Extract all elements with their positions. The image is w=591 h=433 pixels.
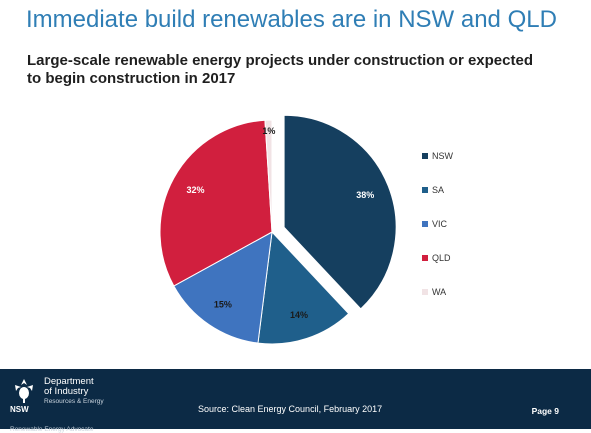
department-line-2: of Industry [44,386,89,397]
pie-slice-wa [264,119,273,233]
pie-slice-sa [257,230,350,345]
legend-label-vic: VIC [432,219,448,229]
pie-slice-nsw [283,114,397,310]
department-line-1: Department [44,376,94,387]
legend-label-qld: QLD [432,253,451,263]
footer-note: Renewable Energy Advocate [10,426,94,433]
waratah-icon [15,379,33,403]
legend-label-wa: WA [432,287,446,297]
legend-swatch-vic [422,221,428,227]
department-line-3: Resources & Energy [44,398,104,405]
nsw-logo-text: NSW [10,405,29,414]
chart-title: Large-scale renewable energy projects un… [27,52,533,87]
pie-slice-vic [173,231,273,344]
page-number: Page 9 [531,406,559,416]
data-label-sa: 14% [290,310,308,320]
footer-bar: Department of Industry Resources & Energ… [0,369,591,433]
pie-slice-qld [159,119,273,287]
legend-label-sa: SA [432,185,444,195]
legend-label-nsw: NSW [432,151,454,161]
data-label-wa: 1% [262,126,275,136]
data-label-vic: 15% [214,299,232,309]
nsw-government-logo: Department of Industry Resources & Energ… [10,377,130,433]
legend-swatch-wa [422,289,428,295]
legend-swatch-sa [422,187,428,193]
data-label-qld: 32% [186,185,204,195]
data-label-nsw: 38% [356,190,374,200]
pie-chart: 38% 14% 15% 32% 1% NSW SA VIC QLD WA [159,114,454,345]
department-name: Department of Industry Resources & Energ… [44,377,104,407]
source-note: Source: Clean Energy Council, February 2… [198,404,383,414]
legend-swatch-qld [422,255,428,261]
slide-title: Immediate build renewables are in NSW an… [26,6,557,33]
legend-swatch-nsw [422,153,428,159]
